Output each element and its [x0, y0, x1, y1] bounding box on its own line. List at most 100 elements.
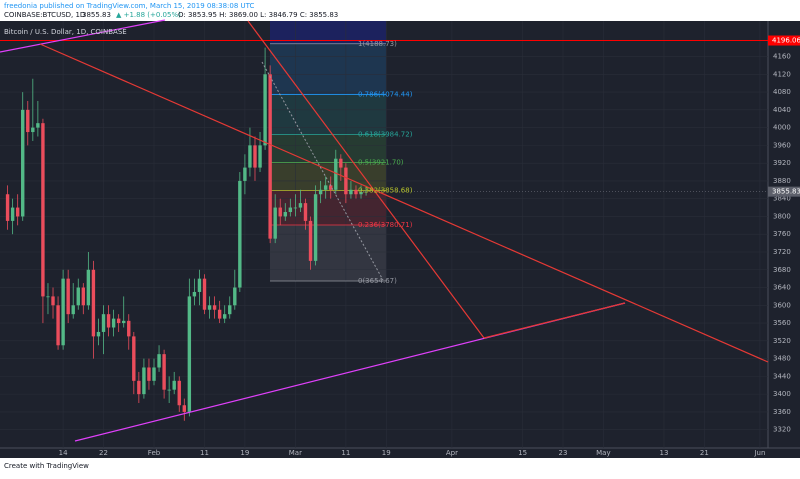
y-tick-label: 3320 [773, 426, 791, 434]
x-tick-label: 21 [700, 449, 709, 457]
y-tick-label: 3400 [773, 390, 791, 398]
candle-body [36, 123, 40, 128]
candle-body [233, 287, 237, 306]
candle-body [167, 389, 171, 391]
candle-body [132, 336, 136, 381]
fib-label: 0.618(3984.72) [358, 130, 413, 138]
y-tick-label: 3960 [773, 141, 791, 149]
candle-body [207, 305, 212, 310]
drawings [0, 19, 769, 442]
plot-background [0, 21, 800, 458]
change: ▲ +1.88 (+0.05%) [116, 11, 181, 19]
candle-body [334, 158, 338, 190]
candle-body [222, 314, 227, 319]
candle-body [258, 145, 262, 168]
y-tick-label: 3480 [773, 355, 791, 363]
x-tick-label: 14 [59, 449, 68, 457]
fib-top-band [270, 21, 386, 44]
candle-body [41, 123, 45, 297]
x-tick-label: Feb [148, 449, 161, 457]
candle-body [268, 74, 272, 239]
x-tick-label: 15 [518, 449, 527, 457]
x-tick-label: 19 [240, 449, 249, 457]
x-tick-label: 19 [382, 449, 391, 457]
candle-body [91, 269, 96, 337]
x-tick-label: 13 [660, 449, 669, 457]
candle-body [157, 354, 161, 368]
candle-body [238, 180, 242, 288]
candle-body [86, 269, 91, 306]
candle-body [147, 367, 151, 381]
candle-body [46, 296, 50, 298]
candle-body [329, 185, 333, 190]
candle-body [31, 127, 35, 133]
price-box-label: 4196.06 [772, 37, 800, 45]
candle-body [56, 305, 60, 346]
candle-body [212, 305, 217, 310]
symbol: COINBASE:BTCUSD, 1D [4, 11, 85, 19]
x-tick-label: 11 [200, 449, 209, 457]
candle-body [15, 207, 20, 217]
y-tick-label: 3920 [773, 159, 791, 167]
candle-body [152, 367, 156, 381]
candle-body [21, 109, 25, 217]
fib-band [270, 43, 386, 95]
candle-body [349, 189, 353, 195]
candle-body [217, 309, 222, 319]
fib-label: 0.5(3921.70) [358, 158, 404, 166]
candle-body [137, 380, 141, 395]
candle-body [288, 207, 293, 213]
candle-body [197, 278, 202, 292]
y-tick-label: 3600 [773, 301, 791, 309]
candle-body [323, 185, 328, 190]
candle-body [127, 320, 131, 337]
y-tick-label: 3560 [773, 319, 791, 327]
candle-body [162, 354, 166, 390]
fib-band [270, 225, 386, 282]
fib-trend [261, 61, 384, 281]
fib-label: 0(3654.67) [358, 277, 397, 285]
price-box-label: 3855.83 [772, 188, 800, 196]
candle-body [253, 145, 257, 168]
candle-body [182, 405, 186, 412]
candle-body [273, 207, 277, 239]
candle-body [344, 167, 348, 195]
candle-body [354, 189, 358, 195]
candle-body [111, 318, 116, 328]
x-tick-label: 11 [341, 449, 350, 457]
candle-body [339, 158, 343, 168]
price-box [768, 35, 800, 46]
fib-band [270, 162, 386, 191]
y-tick-label: 4000 [773, 124, 791, 132]
candle-body [96, 331, 101, 337]
x-tick-label: May [596, 449, 610, 457]
candle-body [318, 189, 323, 195]
y-tick-label: 4040 [773, 106, 791, 114]
y-tick-label: 3640 [773, 284, 791, 292]
y-tick-label: 3840 [773, 195, 791, 203]
candle-body [303, 203, 308, 221]
x-tick-label: Apr [446, 449, 458, 457]
fib-label: 0.382(3858.68) [358, 186, 413, 194]
trend-line [0, 19, 166, 53]
candle-body [293, 207, 298, 209]
candle-body [308, 220, 313, 261]
price-box [768, 186, 800, 197]
candle-body [66, 278, 70, 315]
publisher: freedonia published on TradingView.com, … [4, 2, 255, 10]
x-tick-label: 22 [99, 449, 108, 457]
candle-body [313, 194, 318, 261]
candle-body [263, 74, 267, 146]
candle-body [76, 287, 80, 306]
trend-line [483, 302, 626, 339]
candle-body [298, 203, 303, 208]
fib-label: 0.236(3780.71) [358, 221, 413, 229]
y-tick-label: 3680 [773, 266, 791, 274]
fib-label: 0.786(4074.44) [358, 91, 413, 99]
candle-body [81, 287, 86, 306]
y-tick-label: 3800 [773, 212, 791, 220]
candle-body [116, 318, 121, 324]
candle-body [359, 192, 363, 195]
